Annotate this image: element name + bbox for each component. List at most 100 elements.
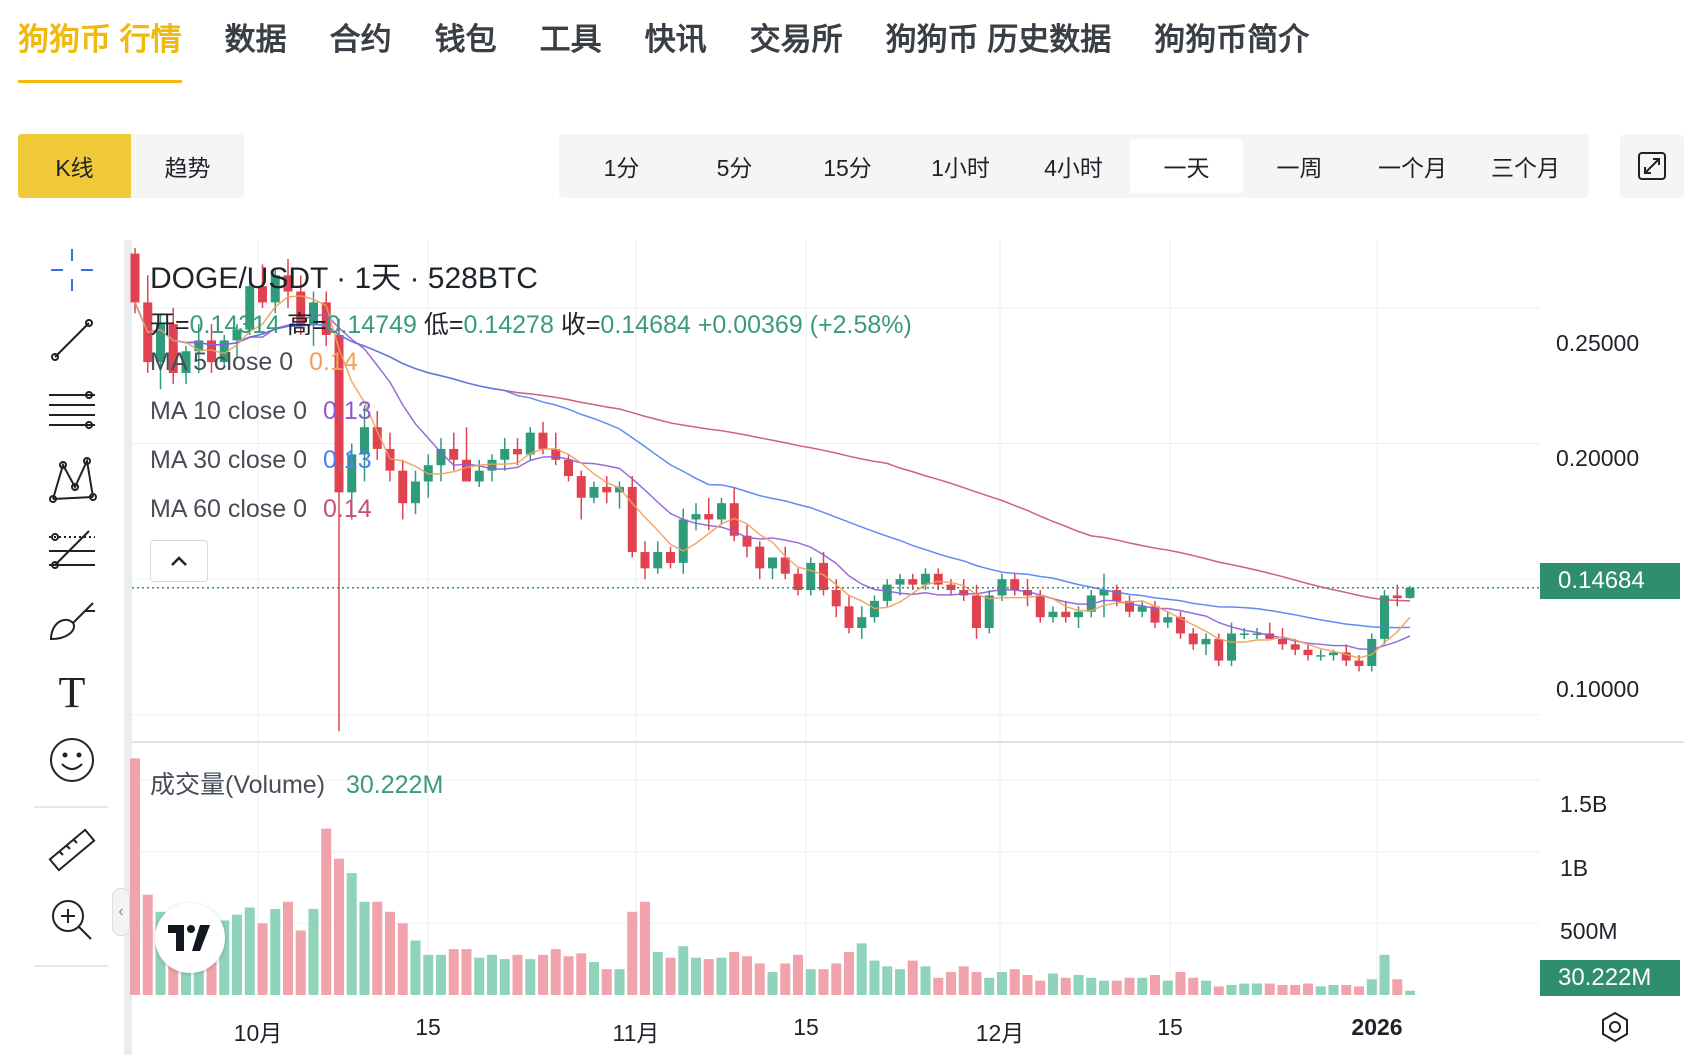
- volume-bar: [142, 894, 153, 995]
- nav-tab[interactable]: 合约: [329, 22, 392, 57]
- volume-bar: [1366, 979, 1377, 995]
- candle-body: [309, 302, 318, 325]
- volume-bar: [1379, 954, 1390, 995]
- volume-bar: [882, 966, 893, 995]
- candle-body: [1061, 611, 1071, 618]
- interval-button[interactable]: 一个月: [1378, 155, 1447, 181]
- candle-body: [462, 459, 471, 482]
- ruler-icon[interactable]: [34, 820, 110, 880]
- ma-label: MA 10 close 0: [150, 397, 308, 425]
- candle-body: [321, 302, 331, 335]
- zoom-in-icon[interactable]: [34, 890, 110, 950]
- interval-button[interactable]: 1分: [603, 155, 640, 181]
- ma-legend-row: MA 30 close 0 0.13: [150, 446, 372, 475]
- volume-bar: [984, 977, 995, 995]
- candle-body: [156, 324, 165, 363]
- nav-tab[interactable]: 狗狗币简介: [1154, 22, 1310, 57]
- toolbar-divider: [34, 965, 108, 967]
- volume-bar: [1303, 983, 1313, 995]
- candle-body: [1163, 617, 1173, 623]
- volume-bar: [410, 940, 421, 995]
- volume-bar: [614, 969, 625, 995]
- volume-axis-label: 1B: [1560, 855, 1589, 881]
- tradingview-logo-icon: [168, 925, 210, 951]
- fib-lines-icon[interactable]: [34, 380, 110, 440]
- volume-bar: [474, 957, 485, 995]
- nav-tab[interactable]: 狗狗币 历史数据: [885, 22, 1112, 57]
- volume-bar: [1213, 986, 1224, 995]
- top-nav: 狗狗币 行情 数据 合约 钱包 工具 快讯 交易所 狗狗币 历史数据 狗狗币简介: [18, 0, 1352, 90]
- fullscreen-button[interactable]: [1620, 134, 1684, 198]
- brush-icon[interactable]: [34, 590, 110, 650]
- nav-tab[interactable]: 钱包: [434, 22, 497, 57]
- volume-bar: [295, 930, 306, 995]
- candle-body: [768, 557, 777, 569]
- candle-body: [1137, 606, 1147, 612]
- price-axis-label: 0.10000: [1556, 676, 1640, 702]
- candle-body: [1303, 649, 1313, 656]
- volume-bar: [487, 954, 497, 995]
- interval-button[interactable]: 4小时: [1044, 155, 1103, 181]
- volume-bar: [589, 962, 599, 995]
- candle-body: [181, 351, 191, 373]
- settings-icon[interactable]: [1598, 1010, 1632, 1044]
- collapse-toolbar-handle[interactable]: ‹: [112, 888, 130, 936]
- ma-value: 0.13: [323, 397, 372, 425]
- tradingview-logo[interactable]: [155, 903, 225, 973]
- volume-bar: [869, 960, 880, 995]
- candle-body: [334, 334, 344, 493]
- candle-body: [347, 454, 357, 493]
- interval-button[interactable]: 5分: [716, 155, 753, 181]
- volume-bar: [1175, 972, 1186, 995]
- collapse-legend-button[interactable]: [150, 540, 208, 582]
- nav-tab[interactable]: 狗狗币 行情: [18, 0, 182, 83]
- volume-bar: [1188, 977, 1199, 995]
- candle-body: [525, 432, 535, 455]
- candle-body: [398, 470, 408, 504]
- candle-body: [168, 324, 178, 373]
- open-label: 开=: [150, 311, 190, 339]
- nav-tab[interactable]: 数据: [224, 22, 287, 57]
- interval-button[interactable]: 15分: [823, 155, 872, 181]
- emoji-icon[interactable]: [34, 730, 110, 790]
- pattern-icon[interactable]: [34, 450, 110, 510]
- current-price-tag: 0.14684: [1540, 563, 1680, 599]
- kline-mode-button[interactable]: K线: [18, 134, 131, 198]
- interval-button[interactable]: 三个月: [1491, 155, 1560, 181]
- volume-bar: [308, 908, 319, 995]
- volume-bar: [181, 951, 191, 995]
- candle-body: [513, 448, 522, 455]
- candle-body: [972, 595, 981, 629]
- volume-bar: [1226, 984, 1237, 995]
- crosshair-icon[interactable]: [34, 240, 110, 300]
- text-icon[interactable]: T: [34, 660, 110, 720]
- volume-bar: [831, 963, 842, 995]
- candle-body: [1188, 633, 1198, 645]
- toolbar-divider: [34, 806, 108, 808]
- candle-body: [1099, 590, 1109, 596]
- nav-tab[interactable]: 快讯: [644, 22, 707, 57]
- nav-tab[interactable]: 工具: [539, 22, 602, 57]
- volume-bar: [334, 858, 344, 995]
- interval-button[interactable]: 一周: [1276, 155, 1323, 181]
- high-value: 0.14749: [326, 311, 417, 339]
- volume-axis-label: 1.5B: [1560, 791, 1608, 817]
- prediction-icon[interactable]: [34, 520, 110, 580]
- volume-bar: [1162, 980, 1173, 995]
- interval-button[interactable]: 一天: [1130, 139, 1243, 193]
- trendline-icon[interactable]: [34, 310, 110, 370]
- nav-tab[interactable]: 交易所: [749, 22, 843, 57]
- ma-label: MA 60 close 0: [150, 495, 308, 523]
- ma-value: 0.14: [323, 495, 372, 523]
- candle-body: [589, 486, 599, 498]
- volume-bar: [971, 972, 982, 995]
- volume-bar: [448, 949, 459, 995]
- open-value: 0.14314: [189, 311, 280, 339]
- volume-bar: [1264, 983, 1275, 995]
- interval-button[interactable]: 1小时: [931, 155, 990, 181]
- volume-bar: [1009, 969, 1020, 995]
- candle-body: [232, 329, 242, 341]
- trend-mode-button[interactable]: 趋势: [131, 134, 244, 198]
- candle-body: [130, 253, 140, 303]
